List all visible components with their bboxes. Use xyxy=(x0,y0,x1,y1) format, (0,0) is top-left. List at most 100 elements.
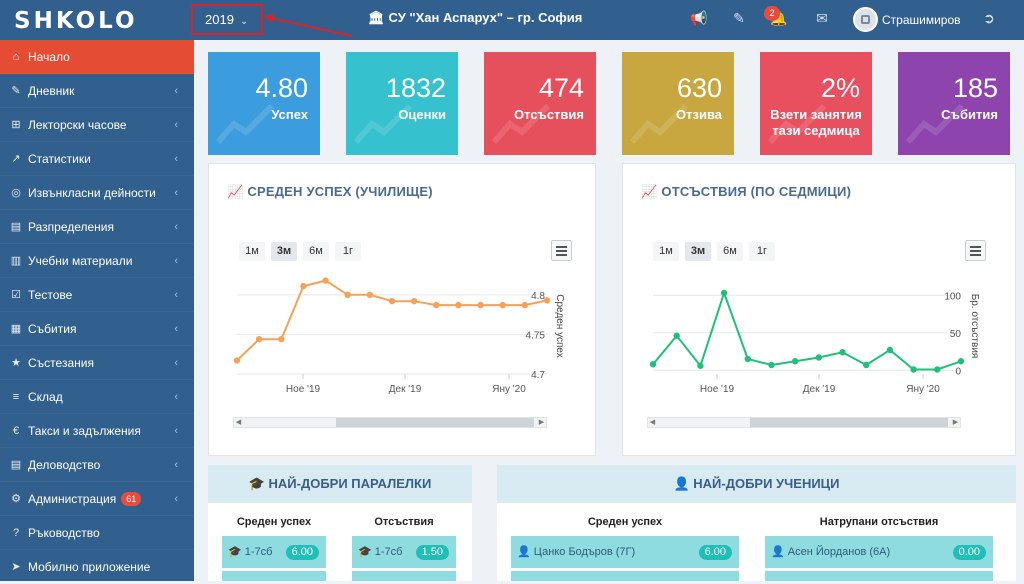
data-point xyxy=(744,355,751,363)
sidebar-item-label: Мобилно приложение xyxy=(28,560,151,574)
best-classes-panel: 🎓 НАЙ-ДОБРИ ПАРАЛЕЛКИ Среден успех Отсъс… xyxy=(208,465,472,581)
tile-watermark-icon xyxy=(216,103,275,144)
tile-watermark-icon xyxy=(906,103,965,144)
data-point xyxy=(815,354,823,361)
data-point xyxy=(934,366,941,373)
envelope-open-icon[interactable]: ✉ xyxy=(816,10,828,26)
chart-line-icon: 📈 xyxy=(641,184,658,199)
column-header: Среден успех xyxy=(236,516,312,528)
logo[interactable]: SHKOLO xyxy=(14,8,138,34)
sidebar-item[interactable]: ⚙ Администрация 61 ‹ xyxy=(0,482,194,516)
scroll-left-icon[interactable]: ◀ xyxy=(235,419,242,426)
student-icon: 👤 xyxy=(771,546,788,558)
data-point xyxy=(344,291,351,299)
chevron-left-icon: ‹ xyxy=(174,289,178,301)
sidebar-item[interactable]: ☑ Тестове ‹ xyxy=(0,278,194,312)
sidebar-item[interactable]: ★ Състезания ‹ xyxy=(0,346,194,380)
sidebar-item[interactable]: ↗ Статистики ‹ xyxy=(0,142,194,176)
sidebar-item-label: Деловодство xyxy=(28,458,101,472)
range-6m-button[interactable]: 6м xyxy=(717,242,743,261)
stat-label: Взети занятия тази седмица xyxy=(770,107,862,138)
sidebar-item[interactable]: ⌂ Начало xyxy=(0,40,194,74)
range-3m-button[interactable]: 3м xyxy=(271,242,297,261)
avatar[interactable] xyxy=(853,7,878,32)
data-point xyxy=(768,361,775,369)
sidebar-item[interactable]: ≡ Склад ‹ xyxy=(0,380,194,414)
edit-icon[interactable]: ✎ xyxy=(733,10,745,26)
tile-watermark-icon xyxy=(630,103,689,144)
stat-tile[interactable]: 4.80 Успех xyxy=(208,52,320,155)
chart-scrollbar[interactable]: ◀ ▶ xyxy=(647,417,961,428)
y-tick-label: 4.8 xyxy=(531,291,545,302)
range-3m-button[interactable]: 3м xyxy=(685,242,711,261)
scroll-left-icon[interactable]: ◀ xyxy=(649,419,656,426)
sidebar-item[interactable]: ▤ Деловодство ‹ xyxy=(0,448,194,482)
sidebar-item[interactable]: ? Ръководство xyxy=(0,516,194,550)
data-point xyxy=(433,301,440,309)
data-point xyxy=(521,301,529,309)
range-6m-button[interactable]: 6м xyxy=(303,242,329,261)
megaphone-icon[interactable]: 📢 xyxy=(690,10,708,26)
year-selector[interactable]: 2019 ⌄ xyxy=(191,4,263,35)
list-item[interactable]: 👤 Цанко Бодъров (7Г) 6.00 xyxy=(511,536,739,568)
stat-tile[interactable]: 2% Взети занятия тази седмица xyxy=(760,52,872,155)
range-1m-button[interactable]: 1м xyxy=(653,242,679,261)
stat-value: 185 xyxy=(952,73,998,103)
sidebar-item-label: Администрация xyxy=(28,492,117,506)
stat-value: 474 xyxy=(538,73,584,103)
sidebar: ⌂ Начало ✎ Дневник ‹ ⊞ Лекторски часове ‹ ↗ Стати… xyxy=(0,40,194,584)
sidebar-item-label: Извънкласни дейности xyxy=(28,186,156,200)
chart-scrollbar[interactable]: ◀ ▶ xyxy=(233,417,547,428)
list-item[interactable]: 🎓 1-7сб 6.00 xyxy=(222,536,326,568)
sidebar-item[interactable]: ▤ Разпределения ‹ xyxy=(0,210,194,244)
cart-icon: ≡ xyxy=(12,391,20,403)
data-point xyxy=(366,291,374,299)
sidebar-item[interactable]: ◎ Извънкласни дейности ‹ xyxy=(0,176,194,210)
data-point xyxy=(322,277,329,284)
list-item[interactable]: 👤 Асен Йорданов (6А) 0.00 xyxy=(765,536,993,568)
username[interactable]: Страшимиров xyxy=(882,13,961,27)
x-tick-label: Ное '19 xyxy=(286,384,321,395)
scroll-right-icon[interactable]: ▶ xyxy=(952,419,959,426)
range-1m-button[interactable]: 1м xyxy=(239,242,265,261)
scroll-thumb[interactable] xyxy=(336,418,534,427)
edit-icon: ✎ xyxy=(11,85,21,97)
stat-tile[interactable]: 185 Събития xyxy=(898,52,1010,155)
trophy-icon: ★ xyxy=(11,357,21,369)
stat-tile[interactable]: 1832 Оценки xyxy=(346,52,458,155)
stat-value: 2% xyxy=(820,73,860,103)
euro-icon: € xyxy=(12,425,20,437)
list-item[interactable] xyxy=(765,571,993,581)
sidebar-item[interactable]: ▥ Учебни материали ‹ xyxy=(0,244,194,278)
sidebar-item[interactable]: ➤ Мобилно приложение xyxy=(0,550,194,584)
chevron-left-icon: ‹ xyxy=(174,323,178,335)
scroll-thumb[interactable] xyxy=(750,418,948,427)
list-item[interactable] xyxy=(511,571,739,581)
y-tick-label: 50 xyxy=(950,329,962,340)
sidebar-item[interactable]: ⊞ Лекторски часове ‹ xyxy=(0,108,194,142)
camera-icon xyxy=(861,15,870,24)
scroll-right-icon[interactable]: ▶ xyxy=(538,419,545,426)
list-item[interactable] xyxy=(222,571,326,581)
list-item[interactable] xyxy=(352,571,456,581)
sidebar-item-label: Разпределения xyxy=(28,220,115,234)
stat-tile[interactable]: 630 Отзива xyxy=(622,52,734,155)
list-item[interactable]: 🎓 1-7сб 1.50 xyxy=(352,536,456,568)
column-header: Натрупани отсъствия xyxy=(819,516,939,528)
sidebar-item[interactable]: ✎ Дневник ‹ xyxy=(0,74,194,108)
chart-menu-button[interactable] xyxy=(551,240,572,261)
stat-value: 4.80 xyxy=(255,73,308,103)
range-1y-button[interactable]: 1г xyxy=(749,242,775,261)
data-point xyxy=(278,335,285,343)
range-1y-button[interactable]: 1г xyxy=(335,242,361,261)
sidebar-item[interactable]: € Такси и задължения ‹ xyxy=(0,414,194,448)
sidebar-item-label: Състезания xyxy=(28,356,94,370)
chart-menu-button[interactable] xyxy=(965,240,986,261)
file-icon: ▤ xyxy=(10,459,22,471)
stat-tile[interactable]: 474 Отсъствия xyxy=(484,52,596,155)
logout-icon[interactable]: ➲ xyxy=(983,10,995,26)
chart-line-icon: 📈 xyxy=(227,184,244,199)
data-point xyxy=(388,297,396,305)
grades-chart-panel: 📈 СРЕДЕН УСПЕХ (УЧИЛИЩЕ) 1м 3м 6м 1г 4.7 4… xyxy=(208,163,596,456)
sidebar-item[interactable]: ▦ Събития ‹ xyxy=(0,312,194,346)
